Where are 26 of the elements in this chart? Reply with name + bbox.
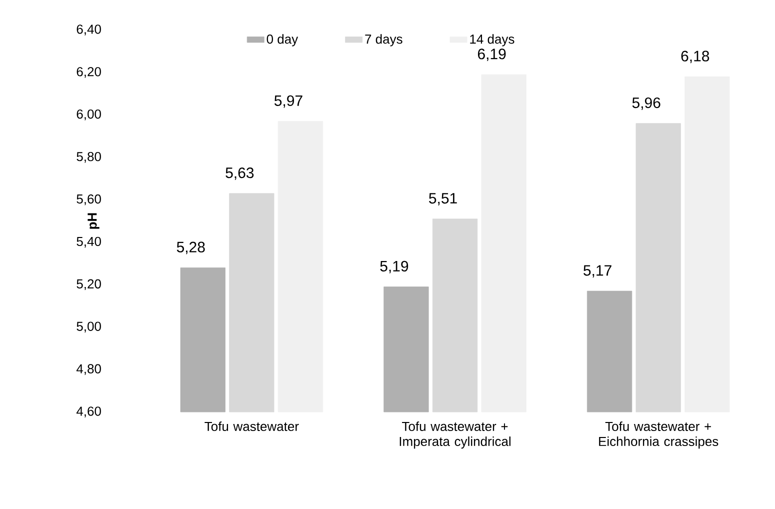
data-label: 6,19 [478, 48, 506, 62]
x-tick-label: Tofu wastewater + Imperata cylindrical [400, 422, 510, 449]
data-label: 5,17 [584, 265, 612, 278]
data-label: 5,63 [226, 168, 254, 180]
y-tick-label: 6,20 [76, 67, 101, 78]
x-tick-label: Tofu wastewater + Eichhornia crassipes [599, 422, 718, 449]
data-label: 5,97 [274, 95, 302, 108]
y-tick-label: 5,20 [76, 279, 101, 290]
y-tick-label: 4,60 [76, 406, 101, 418]
data-label: 5,51 [429, 193, 457, 206]
y-tick-label: 5,80 [76, 152, 101, 163]
legend-label: 14 days [470, 34, 514, 46]
legend-label: 0 day [266, 34, 298, 46]
y-tick-label: 4,80 [76, 364, 101, 375]
y-axis-title: pH [88, 213, 100, 229]
y-tick-label: 6,00 [76, 110, 101, 120]
y-tick-label: 6,40 [76, 24, 101, 36]
data-label: 5,96 [632, 97, 660, 110]
data-label: 5,28 [176, 242, 205, 254]
y-tick-label: 5,00 [76, 322, 101, 332]
y-tick-label: 5,40 [76, 236, 101, 248]
data-label: 5,19 [380, 260, 408, 274]
x-tick-label: Tofu wastewater [204, 422, 299, 432]
data-label: 6,18 [681, 50, 710, 64]
y-tick-label: 5,60 [76, 194, 101, 206]
legend-label: 7 days [365, 34, 402, 46]
